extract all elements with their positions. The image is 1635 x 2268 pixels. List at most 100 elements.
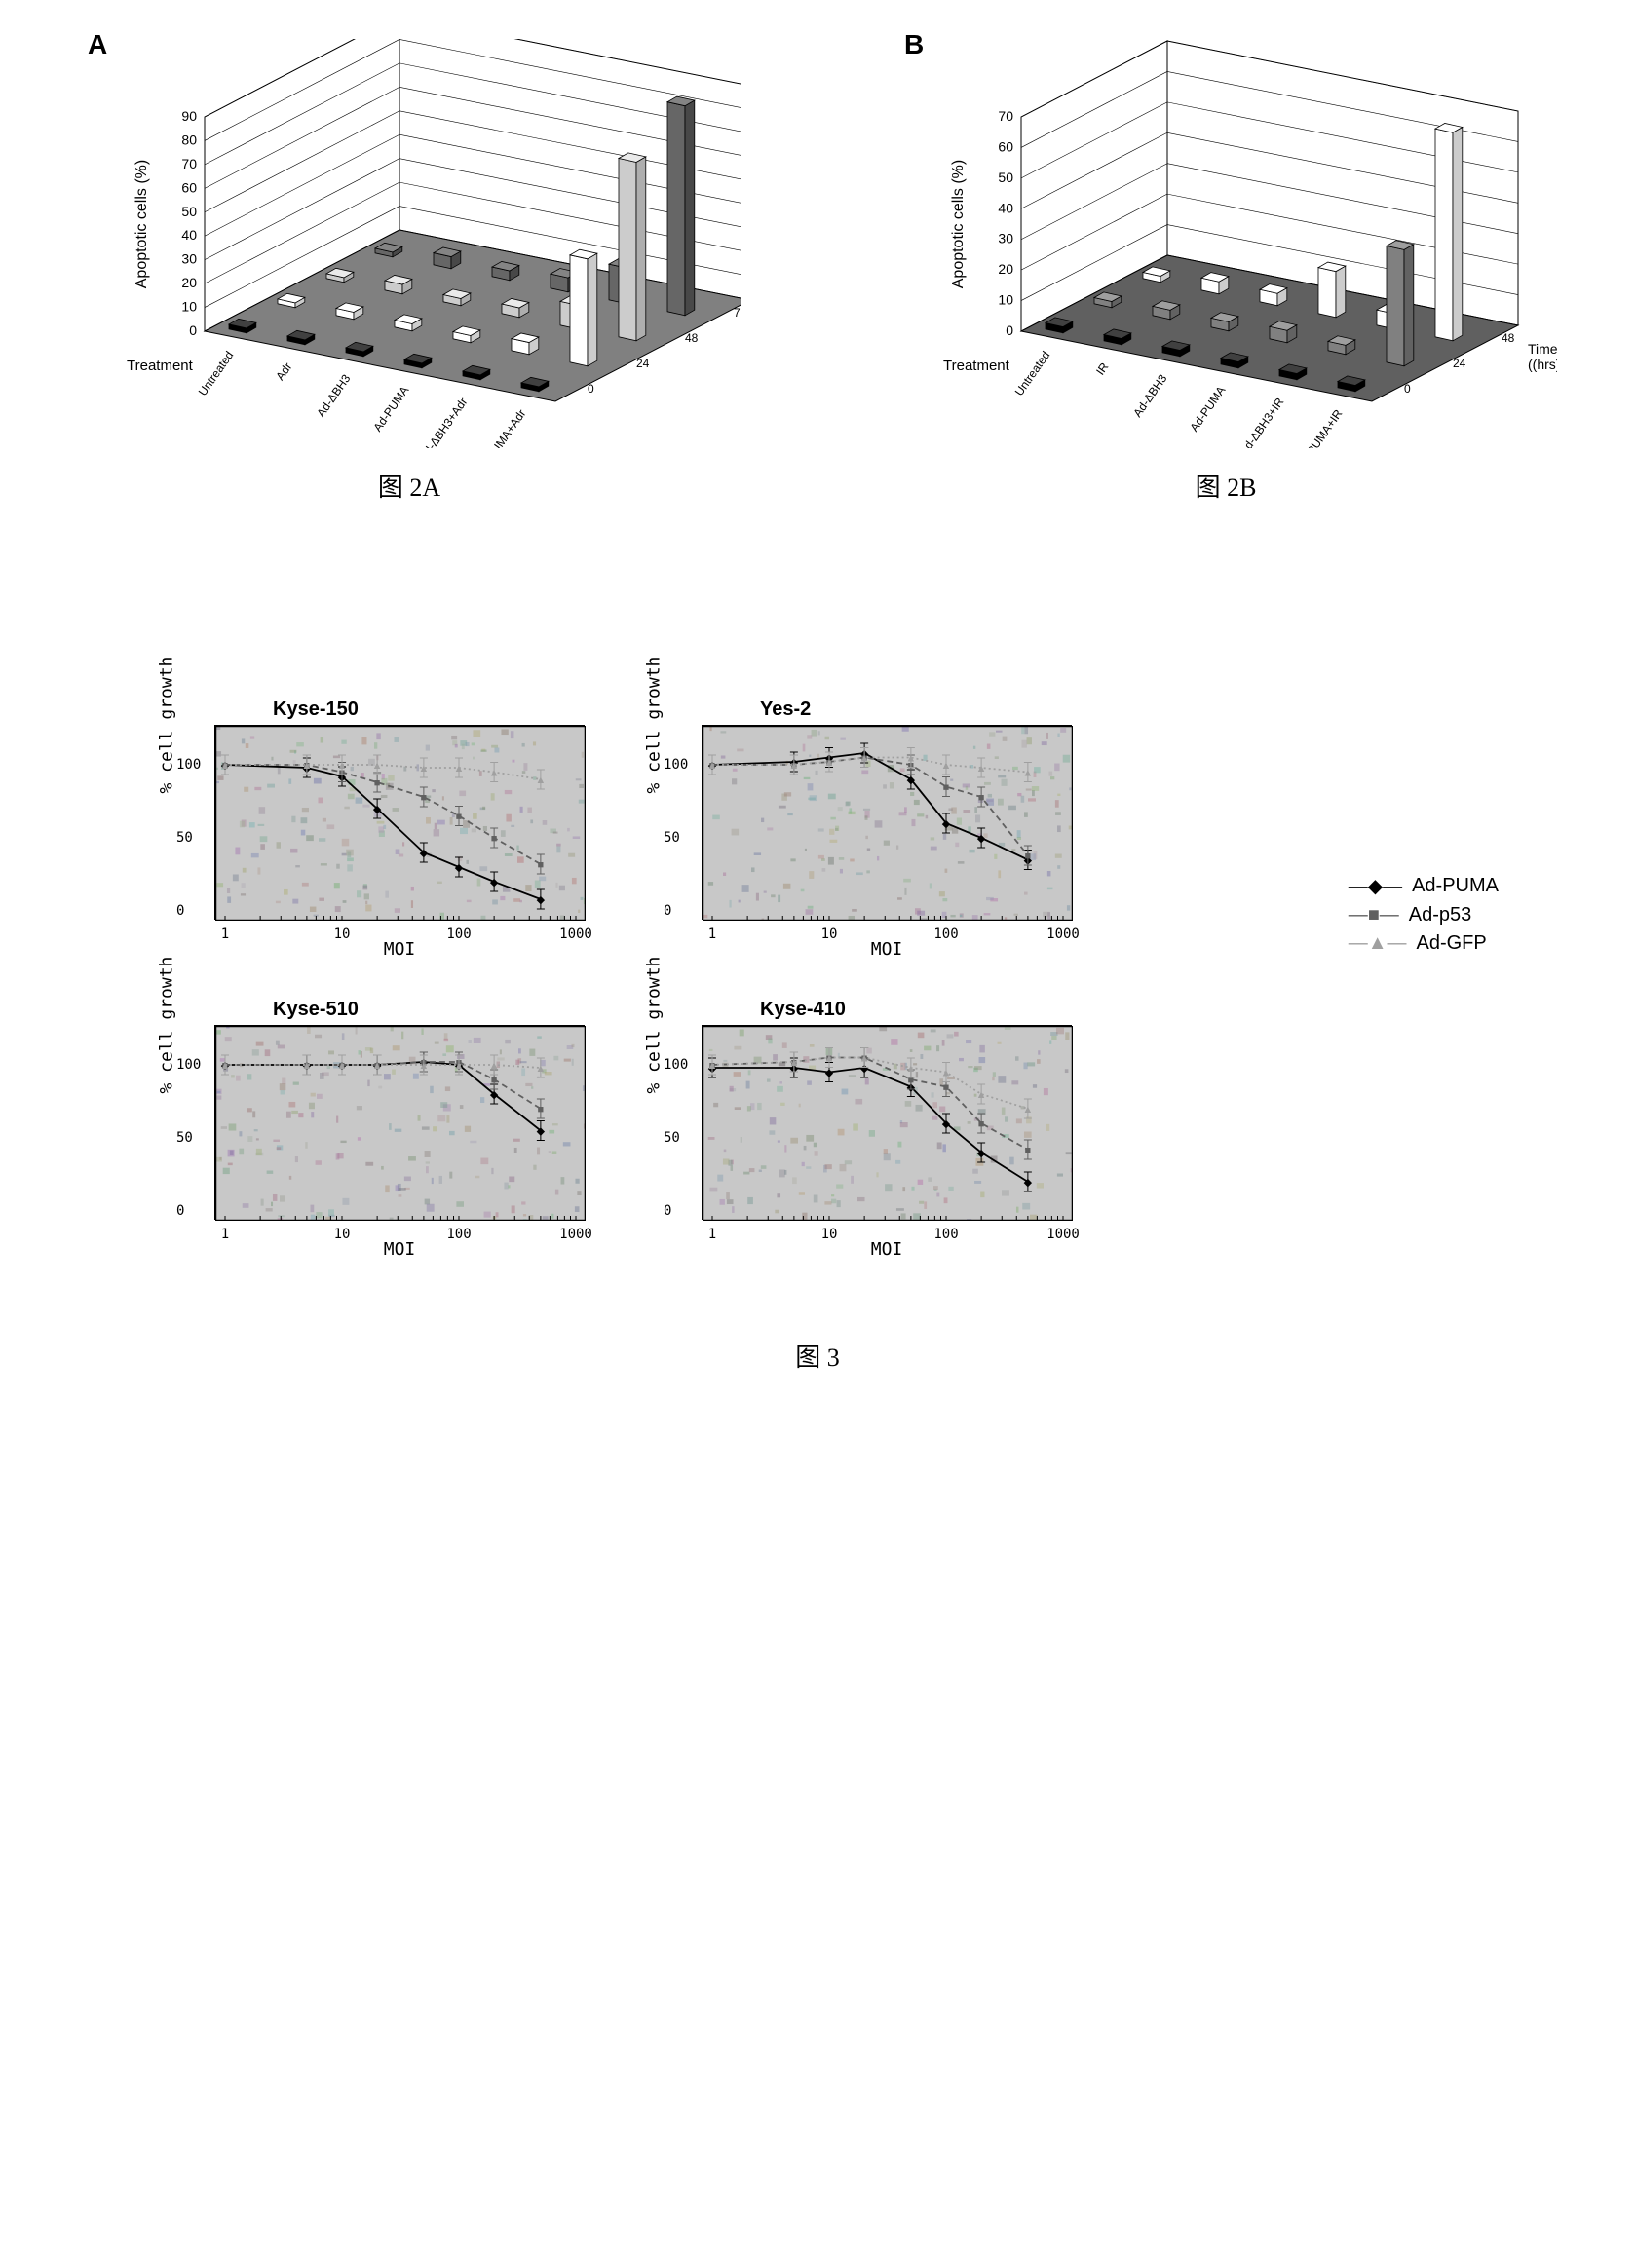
linechart: % cell growth◆◆◆◆◆◆◆◆■■■■■■■■▲▲▲▲▲▲▲▲050… [702,1025,1072,1220]
chart-2b-svg: 010203040506070Apoptotic cells (%)Untrea… [894,39,1557,448]
figure-2a-panel: A 0102030405060708090Apoptotic cells (%)… [78,39,741,504]
svg-text:■: ■ [491,1075,498,1086]
svg-text:Time: Time [1528,341,1557,357]
svg-text:■: ■ [978,1118,985,1130]
svg-text:◆: ◆ [537,1126,546,1138]
svg-text:■: ■ [943,782,950,794]
svg-text:▲: ▲ [489,768,500,779]
svg-text:▲: ▲ [976,763,987,775]
svg-text:▲: ▲ [535,775,546,786]
svg-text:80: 80 [181,132,197,147]
legend-label: Ad-GFP [1417,932,1487,955]
linechart: % cell growth◆◆◆◆◆◆◆◆■■■■■■■■▲▲▲▲▲▲▲▲050… [214,1025,585,1220]
svg-text:Apoptotic cells (%): Apoptotic cells (%) [950,160,967,289]
chart-2b-container: 010203040506070Apoptotic cells (%)Untrea… [894,39,1557,448]
y-axis-label: % cell growth [644,657,665,794]
svg-text:◆: ◆ [537,894,546,906]
svg-text:72: 72 [734,306,741,320]
svg-text:▲: ▲ [976,1089,987,1101]
svg-text:■: ■ [1025,1145,1032,1156]
svg-text:24: 24 [1453,357,1466,370]
svg-text:■: ■ [978,792,985,804]
svg-text:Ad-PUMA: Ad-PUMA [370,384,411,435]
svg-text:Ad-ΔBH3+IR: Ad-ΔBH3+IR [1236,395,1286,448]
svg-text:◆: ◆ [977,1148,986,1159]
svg-text:0: 0 [1404,382,1411,396]
legend-item: —◆— Ad-PUMA [1349,874,1499,898]
subplot-kyse-150: Kyse-150% cell growth◆◆◆◆◆◆◆◆■■■■■■■■▲▲▲… [214,699,585,960]
x-axis-label: MOI [702,939,1072,960]
svg-text:◆: ◆ [907,775,916,786]
svg-text:◆: ◆ [455,862,464,874]
subplot-title: Kyse-410 [760,999,1072,1021]
svg-text:▲: ▲ [418,1060,429,1072]
svg-text:Ad-ΔBH3: Ad-ΔBH3 [314,371,353,419]
svg-text:■: ■ [538,1104,545,1115]
svg-text:▲: ▲ [905,1063,916,1075]
figure-3-section: Kyse-150 % cell growth ◆ ◆ ◆ ◆ ◆ ◆ ◆ ◆ ■ ■ ■ ■ ■ ■ ■ ■ ▲ ▲ ▲… [78,699,1557,1374]
y-axis-label: % cell growth [157,957,177,1094]
caption-2a: 图 2A [78,468,741,504]
legend-label: Ad-p53 [1409,904,1472,926]
svg-text:▲: ▲ [301,760,312,772]
svg-text:■: ■ [456,812,463,823]
caption-3: 图 3 [78,1338,1557,1374]
figure-3-grid: Kyse-150% cell growth◆◆◆◆◆◆◆◆■■■■■■■■▲▲▲… [214,699,1557,1260]
svg-text:Ad-PUMA+IR: Ad-PUMA+IR [1293,406,1345,448]
svg-text:▲: ▲ [859,1053,870,1065]
legend-marker-icon: —■— [1349,904,1399,926]
svg-text:◆: ◆ [490,1089,499,1101]
linechart: % cell growth◆◆◆◆◆◆◆◆■■■■■■■■▲▲▲▲▲▲▲▲050… [214,725,585,920]
svg-text:Ad-ΔBH3: Ad-ΔBH3 [1130,371,1169,419]
caption-2b: 图 2B [894,468,1557,504]
svg-text:50: 50 [181,204,197,219]
svg-text:■: ■ [374,777,381,789]
svg-text:30: 30 [181,251,197,267]
svg-text:20: 20 [998,261,1013,277]
svg-text:■: ■ [491,833,498,845]
svg-text:▲: ▲ [1022,768,1033,779]
svg-text:◆: ◆ [977,833,986,845]
figure-3-wrapper: Kyse-150 % cell growth ◆ ◆ ◆ ◆ ◆ ◆ ◆ ◆ ■ ■ ■ ■ ■ ■ ■ ■ ▲ ▲ ▲… [78,699,1557,1260]
svg-text:30: 30 [998,231,1013,246]
svg-text:▲: ▲ [941,1068,952,1079]
svg-text:70: 70 [181,156,197,171]
subplot-yes-2: Yes-2% cell growth◆◆◆◆◆◆◆◆■■■■■■■■▲▲▲▲▲▲… [702,699,1072,960]
svg-text:▲: ▲ [707,760,718,772]
svg-text:Ad-ΔBH3+Adr: Ad-ΔBH3+Adr [417,396,471,448]
figure-3-row: Kyse-510% cell growth◆◆◆◆◆◆◆◆■■■■■■■■▲▲▲… [214,999,1557,1260]
subplot-title: Kyse-150 [273,699,585,721]
svg-text:■: ■ [1025,850,1032,862]
subplot-title: Yes-2 [760,699,1072,721]
svg-text:IR: IR [1093,359,1112,377]
svg-text:48: 48 [685,331,699,345]
subplot-title: Kyse-510 [273,999,585,1021]
subplot-kyse-410: Kyse-410% cell growth◆◆◆◆◆◆◆◆■■■■■■■■▲▲▲… [702,999,1072,1260]
figure-3-legend: —◆— Ad-PUMA —■— Ad-p53 —▲— Ad-GFP [1349,874,1499,961]
svg-text:◆: ◆ [825,1068,834,1079]
svg-text:▲: ▲ [824,1053,835,1065]
legend-marker-icon: —◆— [1349,874,1402,898]
y-axis-label: % cell growth [157,657,177,794]
svg-text:50: 50 [998,170,1013,185]
svg-text:60: 60 [998,138,1013,154]
svg-text:▲: ▲ [337,1060,348,1072]
svg-text:▲: ▲ [1022,1104,1033,1115]
svg-text:Apoptotic cells (%): Apoptotic cells (%) [133,160,150,289]
legend-item: —▲— Ad-GFP [1349,932,1499,955]
svg-text:24: 24 [636,357,650,370]
svg-text:◆: ◆ [942,1118,951,1130]
svg-text:0: 0 [189,322,197,338]
svg-text:Adr: Adr [273,360,294,383]
svg-text:▲: ▲ [454,763,465,775]
subplot-kyse-510: Kyse-510% cell growth◆◆◆◆◆◆◆◆■■■■■■■■▲▲▲… [214,999,585,1260]
svg-text:90: 90 [181,108,197,124]
svg-text:■: ■ [421,792,428,804]
svg-text:Treatment: Treatment [943,358,1010,374]
figure-2b-panel: B 010203040506070Apoptotic cells (%)Untr… [894,39,1557,504]
svg-text:◆: ◆ [942,818,951,830]
svg-text:▲: ▲ [707,1060,718,1072]
linechart: % cell growth◆◆◆◆◆◆◆◆■■■■■■■■▲▲▲▲▲▲▲▲050… [702,725,1072,920]
svg-text:40: 40 [181,227,197,243]
svg-text:Ad-PUMA: Ad-PUMA [1187,384,1228,435]
